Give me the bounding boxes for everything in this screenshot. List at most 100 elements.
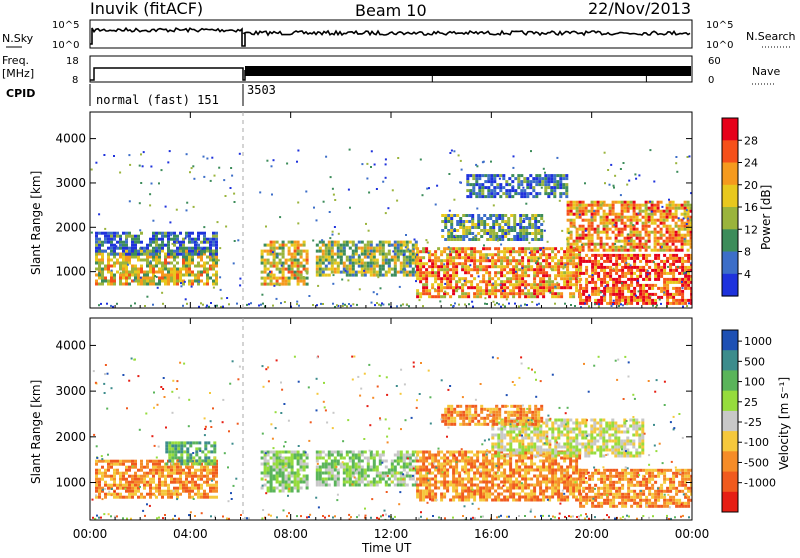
heatmap-cell — [651, 222, 654, 225]
heatmap-cell — [340, 271, 343, 274]
heatmap-cell — [642, 257, 645, 260]
heatmap-cell — [472, 183, 475, 186]
heatmap-cell — [285, 475, 288, 478]
heatmap-cell — [409, 463, 412, 466]
heatmap-cell — [559, 200, 561, 202]
heatmap-cell — [164, 253, 167, 256]
heatmap-cell — [651, 302, 654, 305]
heatmap-cell — [518, 247, 521, 250]
heatmap-cell — [567, 228, 570, 231]
heatmap-cell — [563, 256, 566, 259]
heatmap-cell — [134, 487, 137, 490]
heatmap-cell — [575, 268, 578, 271]
heatmap-cell — [273, 466, 276, 469]
heatmap-cell — [470, 256, 473, 259]
heatmap-cell — [300, 469, 303, 472]
heatmap-cell — [569, 271, 572, 274]
heatmap-cell — [678, 272, 681, 275]
heatmap-cell — [588, 260, 591, 263]
heatmap-cell — [194, 484, 197, 487]
heatmap-cell — [663, 243, 666, 246]
heatmap-cell — [294, 478, 297, 481]
heatmap-cell — [200, 250, 203, 253]
heatmap-cell — [416, 268, 419, 271]
heatmap-cell — [140, 265, 143, 268]
heatmap-cell — [539, 277, 542, 280]
heatmap-cell — [416, 460, 419, 463]
heatmap-cell — [116, 460, 119, 463]
heatmap-cell — [391, 469, 394, 472]
heatmap-cell — [497, 466, 500, 469]
heatmap-cell — [572, 256, 575, 259]
heatmap-cell — [612, 249, 615, 252]
heatmap-cell — [481, 186, 484, 189]
heatmap-cell — [512, 185, 514, 187]
heatmap-cell — [681, 278, 684, 281]
heatmap-cell — [400, 265, 403, 268]
heatmap-cell — [98, 484, 101, 487]
heatmap-cell — [630, 246, 633, 249]
heatmap-cell — [122, 463, 125, 466]
heatmap-cell — [452, 472, 455, 475]
heatmap-cell — [131, 484, 134, 487]
heatmap-cell — [164, 466, 167, 469]
heatmap-cell — [282, 484, 285, 487]
heatmap-cell — [452, 262, 455, 265]
heatmap-cell — [329, 237, 331, 239]
heatmap-cell — [215, 280, 218, 283]
heatmap-cell — [328, 478, 331, 481]
heatmap-cell — [273, 247, 276, 250]
heatmap-cell — [119, 460, 122, 463]
heatmap-cell — [486, 232, 489, 235]
heatmap-cell — [621, 204, 624, 207]
heatmap-cell — [666, 207, 669, 210]
heatmap-cell — [443, 487, 446, 490]
heatmap-cell — [437, 460, 440, 463]
heatmap-cell — [131, 271, 134, 274]
heatmap-cell — [459, 279, 461, 281]
heatmap-cell — [419, 265, 422, 268]
heatmap-cell — [264, 271, 267, 274]
heatmap-cell — [440, 466, 443, 469]
heatmap-cell — [276, 262, 279, 265]
nave-tick-top: 60 — [708, 56, 721, 67]
heatmap-cell — [437, 454, 440, 457]
heatmap-cell — [573, 243, 576, 246]
heatmap-cell — [490, 180, 493, 183]
heatmap-cell — [285, 460, 288, 463]
heatmap-cell — [200, 265, 203, 268]
heatmap-cell — [490, 189, 493, 192]
heatmap-cell — [409, 256, 412, 259]
heatmap-cell — [606, 237, 609, 240]
heatmap-cell — [496, 186, 499, 189]
heatmap-cell — [172, 243, 174, 245]
heatmap-cell — [170, 268, 173, 271]
heatmap-cell — [434, 262, 437, 265]
heatmap-cell — [648, 213, 651, 216]
heatmap-cell — [349, 457, 352, 460]
heatmap-cell — [288, 478, 291, 481]
heatmap-cell — [550, 180, 553, 183]
heatmap-cell — [400, 247, 403, 250]
heatmap-cell — [479, 250, 482, 253]
heatmap-cell — [161, 235, 164, 238]
heatmap-cell — [186, 447, 189, 450]
heatmap-cell — [297, 457, 300, 460]
heatmap-cell — [470, 493, 473, 496]
heatmap-cell — [569, 292, 572, 295]
heatmap-cell — [672, 249, 675, 252]
heatmap-cell — [270, 451, 273, 454]
heatmap-cell — [461, 169, 463, 171]
heatmap-cell — [455, 481, 458, 484]
heatmap-cell — [519, 229, 522, 232]
heatmap-cell — [346, 265, 349, 268]
heatmap-cell — [161, 481, 164, 484]
heatmap-cell — [425, 268, 428, 271]
heatmap-cell — [185, 475, 188, 478]
heatmap-cell — [450, 220, 453, 223]
heatmap-cell — [452, 306, 454, 308]
heatmap-cell — [654, 246, 657, 249]
heatmap-cell — [542, 277, 545, 280]
heatmap-cell — [573, 201, 576, 204]
heatmap-cell — [515, 283, 518, 286]
